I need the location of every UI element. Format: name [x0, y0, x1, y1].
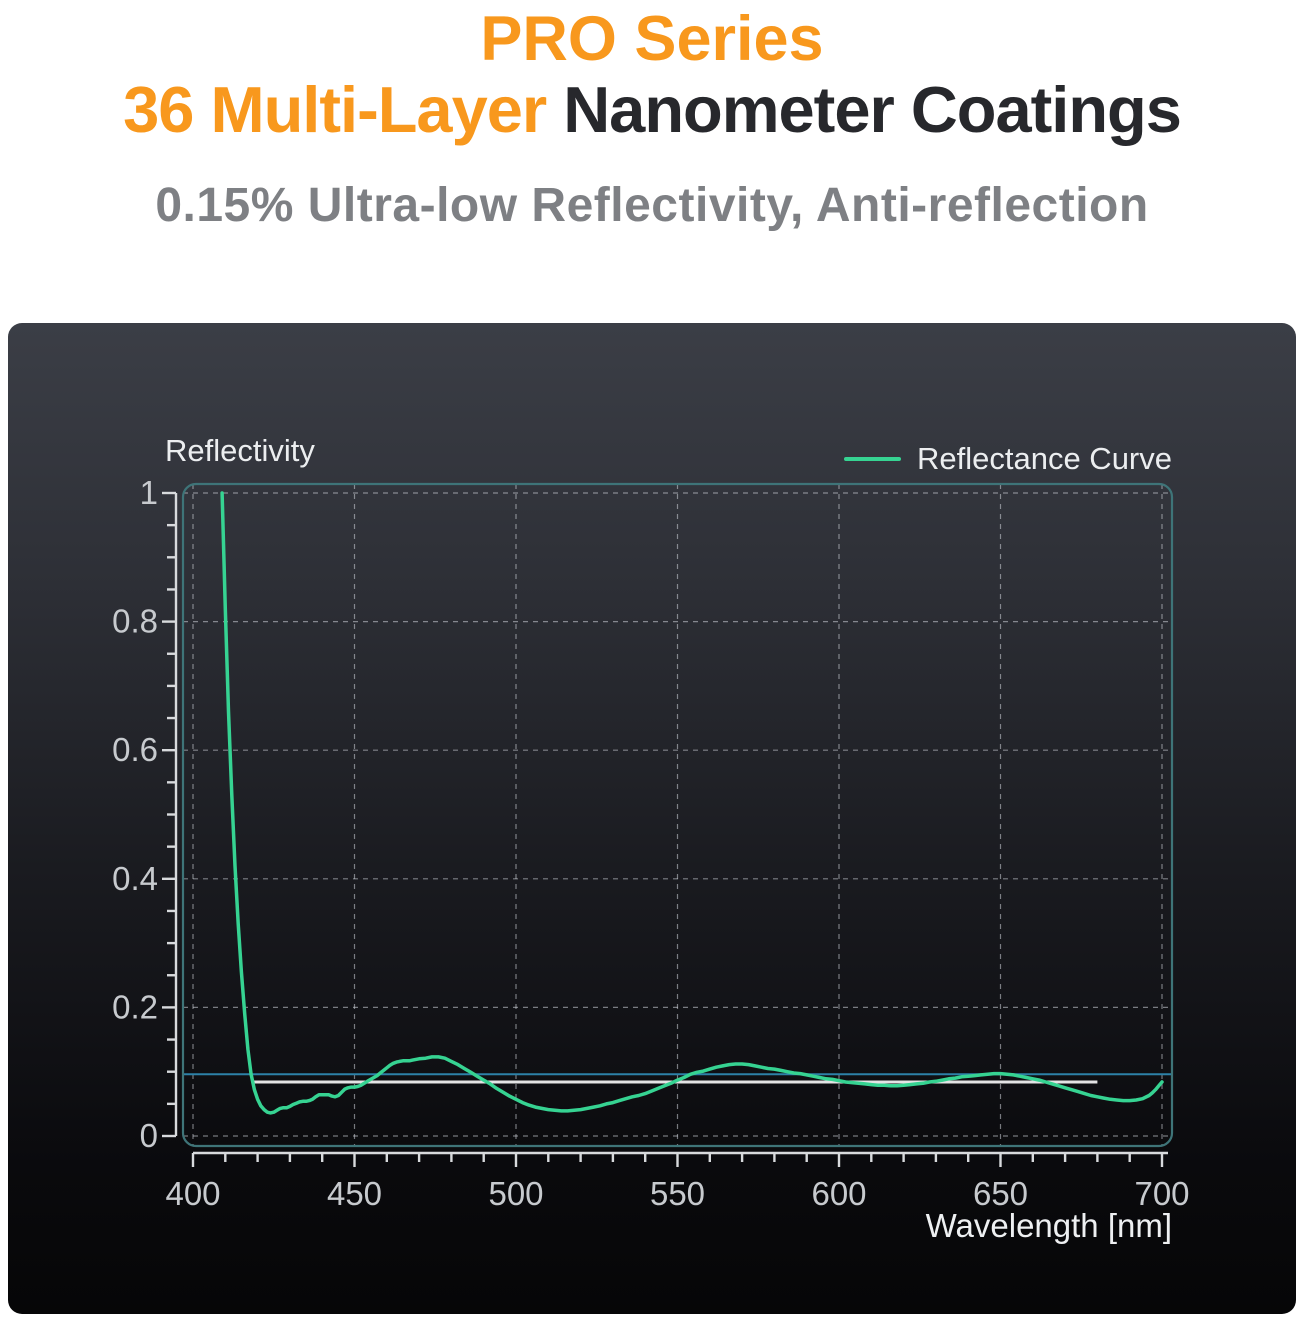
svg-text:650: 650 [973, 1175, 1028, 1212]
svg-text:0.2: 0.2 [112, 988, 158, 1025]
svg-text:500: 500 [488, 1175, 543, 1212]
title-rest: Nanometer Coatings [546, 73, 1182, 147]
page-subtitle: 0.15% Ultra-low Reflectivity, Anti-refle… [155, 178, 1149, 232]
svg-text:0.8: 0.8 [112, 603, 158, 640]
svg-text:600: 600 [811, 1175, 866, 1212]
reflectance-chart: 0 0.2 0.4 0.6 0.8 1 400 450 500 550 600 650 700 [112, 474, 1189, 1212]
header: PRO Series 36 Multi-Layer Nanometer Coat… [0, 0, 1304, 233]
x-axis-title: Wavelength [nm] [925, 1207, 1172, 1244]
legend: Reflectance Curve [843, 441, 1172, 477]
y-axis-title: Reflectivity [165, 433, 315, 468]
legend-line-swatch [843, 457, 901, 461]
chart-panel: 0 0.2 0.4 0.6 0.8 1 400 450 500 550 600 650 700 Refl… [8, 323, 1296, 1314]
svg-text:400: 400 [165, 1175, 220, 1212]
svg-text:1: 1 [140, 474, 158, 511]
page-title-line2: 36 Multi-Layer Nanometer Coatings [0, 74, 1304, 146]
svg-text:0: 0 [140, 1117, 158, 1154]
legend-label: Reflectance Curve [916, 441, 1172, 476]
title-highlight: 36 Multi-Layer [123, 73, 547, 147]
svg-text:550: 550 [650, 1175, 705, 1212]
svg-text:450: 450 [327, 1175, 382, 1212]
svg-text:700: 700 [1134, 1175, 1189, 1212]
svg-text:0.6: 0.6 [112, 731, 158, 768]
svg-text:0.4: 0.4 [112, 860, 158, 897]
page-title-line1: PRO Series [480, 4, 824, 74]
